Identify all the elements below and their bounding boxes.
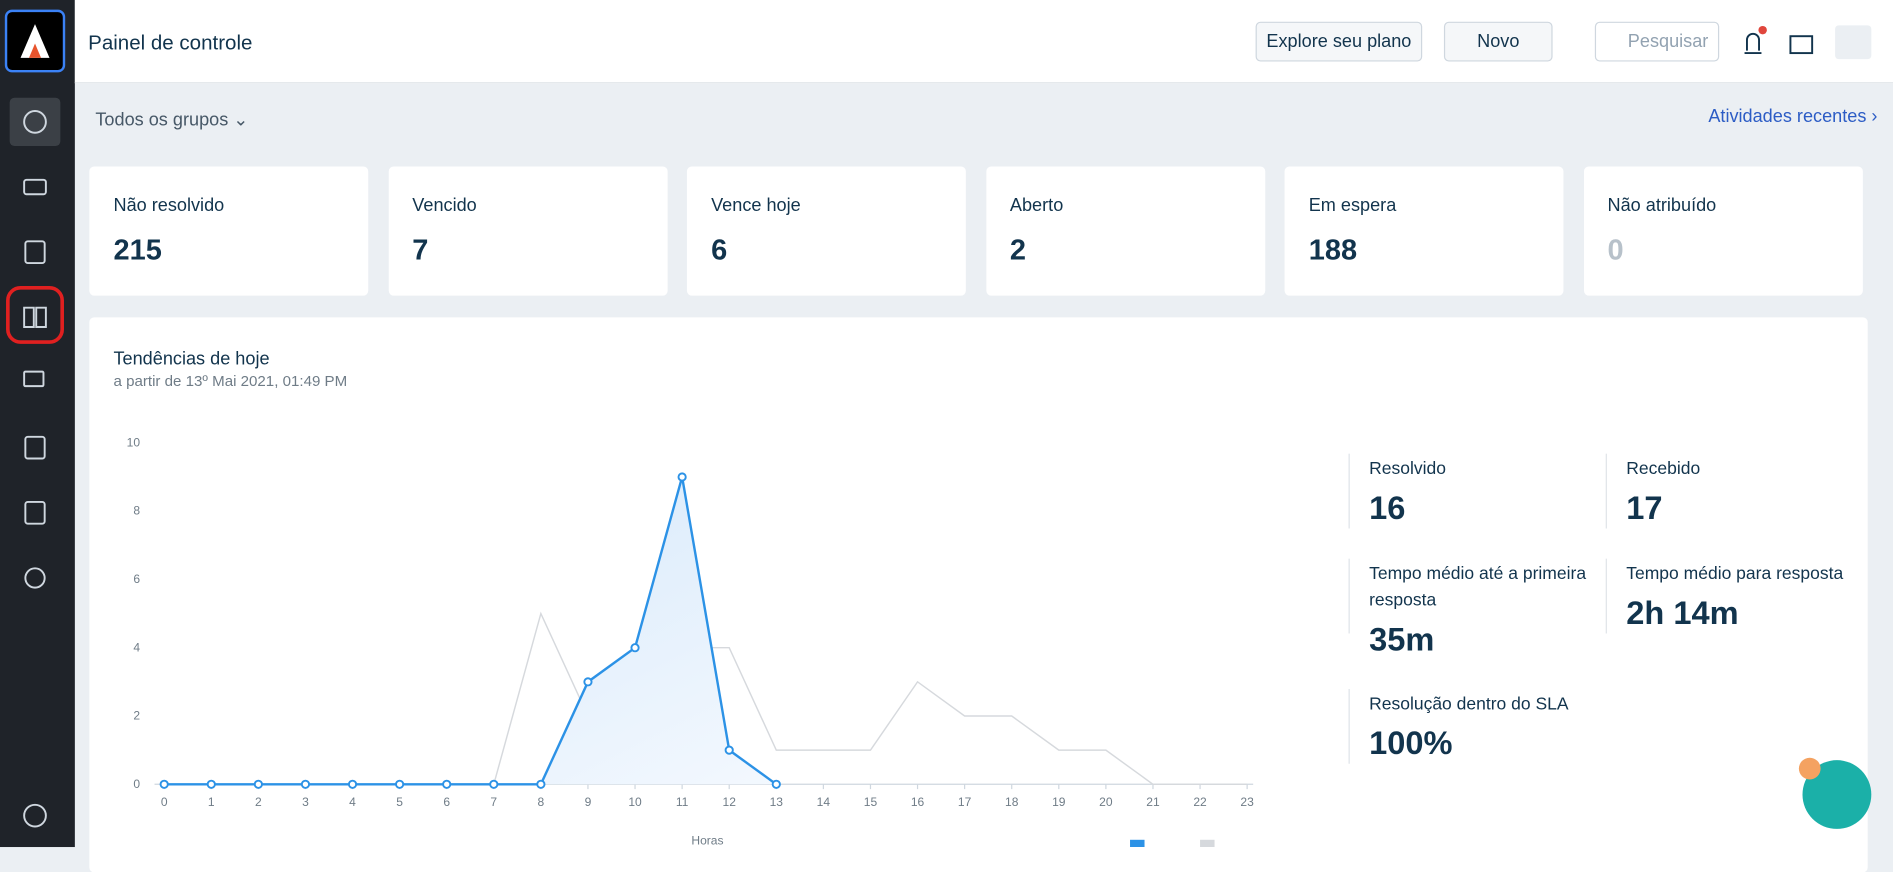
stat-divider bbox=[1348, 558, 1350, 634]
stat-value: 17 bbox=[1626, 489, 1663, 527]
card-label: Em espera bbox=[1308, 195, 1397, 216]
recent-link[interactable]: Atividades recentes › bbox=[1708, 106, 1878, 127]
stat-card: Aberto 2 bbox=[985, 166, 1265, 296]
stat-value: 16 bbox=[1369, 489, 1406, 527]
stat-label: Resolução dentro do SLA bbox=[1369, 695, 1569, 715]
chart-title: Tendências de hoje bbox=[113, 348, 270, 370]
search[interactable]: Pesquisar bbox=[1594, 21, 1720, 62]
explore-button[interactable]: Explore seu plano bbox=[1255, 21, 1423, 62]
stat-divider bbox=[1348, 688, 1350, 764]
sidebar bbox=[0, 0, 75, 848]
stat-label: Tempo médio para resposta bbox=[1626, 564, 1844, 584]
header: Painel de controle Explore seu plano Nov… bbox=[74, 0, 1893, 84]
card-value: 0 bbox=[1607, 234, 1624, 267]
highlight bbox=[6, 285, 64, 344]
stat-label: Tempo médio até a primeira resposta bbox=[1369, 564, 1587, 611]
stat-card: Vence hoje 6 bbox=[686, 166, 966, 296]
nav-icons bbox=[23, 110, 47, 828]
groups-label: Todos os grupos bbox=[95, 109, 229, 131]
card-value: 6 bbox=[711, 234, 728, 267]
new-label: Novo bbox=[1477, 31, 1520, 52]
stat-label: Resolvido bbox=[1369, 459, 1446, 480]
stat: Recebido 17 bbox=[1626, 456, 1855, 527]
trends-panel: Tendências de hoje a partir de 13º Mai 2… bbox=[89, 317, 1868, 872]
stat: Resolvido 16 bbox=[1369, 456, 1598, 527]
stat-value: 35m bbox=[1369, 621, 1435, 658]
stat-divider bbox=[1605, 453, 1607, 529]
stat-divider bbox=[1605, 558, 1607, 634]
groups-filter[interactable]: Todos os grupos ⌄ bbox=[95, 109, 249, 131]
stat-label: Recebido bbox=[1626, 459, 1701, 480]
card-label: Vence hoje bbox=[711, 195, 801, 216]
stat-value: 2h 14m bbox=[1626, 594, 1739, 632]
help-widget[interactable] bbox=[1798, 757, 1872, 829]
card-label: Não resolvido bbox=[113, 195, 225, 216]
stat-card: Não atribuído 0 bbox=[1583, 166, 1863, 296]
chart-subtitle: a partir de 13º Mai 2021, 01:49 PM bbox=[113, 372, 348, 390]
card-label: Vencido bbox=[412, 195, 477, 216]
recent-label: Atividades recentes bbox=[1708, 106, 1867, 127]
card-value: 7 bbox=[412, 234, 429, 267]
stat-card: Em espera 188 bbox=[1284, 166, 1564, 296]
card-label: Não atribuído bbox=[1607, 195, 1717, 216]
card-label: Aberto bbox=[1009, 195, 1064, 216]
logo[interactable] bbox=[4, 9, 66, 73]
nav-dashboard[interactable] bbox=[9, 97, 61, 146]
new-button[interactable]: Novo bbox=[1443, 21, 1553, 62]
card-value: 2 bbox=[1009, 234, 1027, 267]
header-icons bbox=[1744, 25, 1872, 60]
stat: Resolução dentro do SLA 100% bbox=[1369, 691, 1598, 762]
stat: Tempo médio até a primeira resposta 35m bbox=[1369, 561, 1598, 659]
stat-card: Não resolvido 215 bbox=[89, 166, 369, 296]
card-value: 215 bbox=[113, 234, 162, 267]
stat: Tempo médio para resposta 2h 14m bbox=[1626, 561, 1855, 632]
stat-card: Vencido 7 bbox=[388, 166, 668, 296]
card-value: 188 bbox=[1308, 234, 1358, 267]
stat-divider bbox=[1348, 453, 1350, 529]
stat-value: 100% bbox=[1369, 725, 1453, 762]
page-title: Painel de controle bbox=[88, 31, 253, 55]
